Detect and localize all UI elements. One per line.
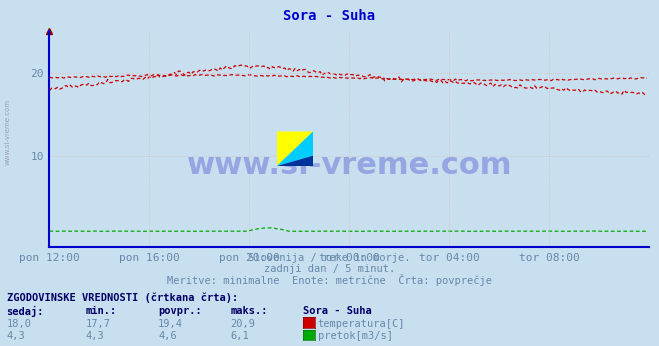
Text: 20,9: 20,9 <box>231 319 256 329</box>
Text: Sora - Suha: Sora - Suha <box>303 306 372 316</box>
Text: www.si-vreme.com: www.si-vreme.com <box>186 151 512 180</box>
Text: min.:: min.: <box>86 306 117 316</box>
Text: temperatura[C]: temperatura[C] <box>318 319 405 329</box>
Text: maks.:: maks.: <box>231 306 268 316</box>
Text: sedaj:: sedaj: <box>7 306 44 317</box>
Text: pretok[m3/s]: pretok[m3/s] <box>318 331 393 342</box>
Text: 6,1: 6,1 <box>231 331 249 342</box>
Text: 19,4: 19,4 <box>158 319 183 329</box>
Text: povpr.:: povpr.: <box>158 306 202 316</box>
Text: 17,7: 17,7 <box>86 319 111 329</box>
Text: Meritve: minimalne  Enote: metrične  Črta: povprečje: Meritve: minimalne Enote: metrične Črta:… <box>167 274 492 286</box>
Polygon shape <box>277 156 313 166</box>
Polygon shape <box>277 131 313 166</box>
Text: Sora - Suha: Sora - Suha <box>283 9 376 22</box>
Text: ZGODOVINSKE VREDNOSTI (črtkana črta):: ZGODOVINSKE VREDNOSTI (črtkana črta): <box>7 292 238 303</box>
Text: 18,0: 18,0 <box>7 319 32 329</box>
Text: Slovenija / reke in morje.: Slovenija / reke in morje. <box>248 253 411 263</box>
Polygon shape <box>277 131 313 166</box>
Text: 4,3: 4,3 <box>86 331 104 342</box>
Text: zadnji dan / 5 minut.: zadnji dan / 5 minut. <box>264 264 395 274</box>
Text: 4,3: 4,3 <box>7 331 25 342</box>
Text: www.si-vreme.com: www.si-vreme.com <box>5 98 11 165</box>
Text: 4,6: 4,6 <box>158 331 177 342</box>
